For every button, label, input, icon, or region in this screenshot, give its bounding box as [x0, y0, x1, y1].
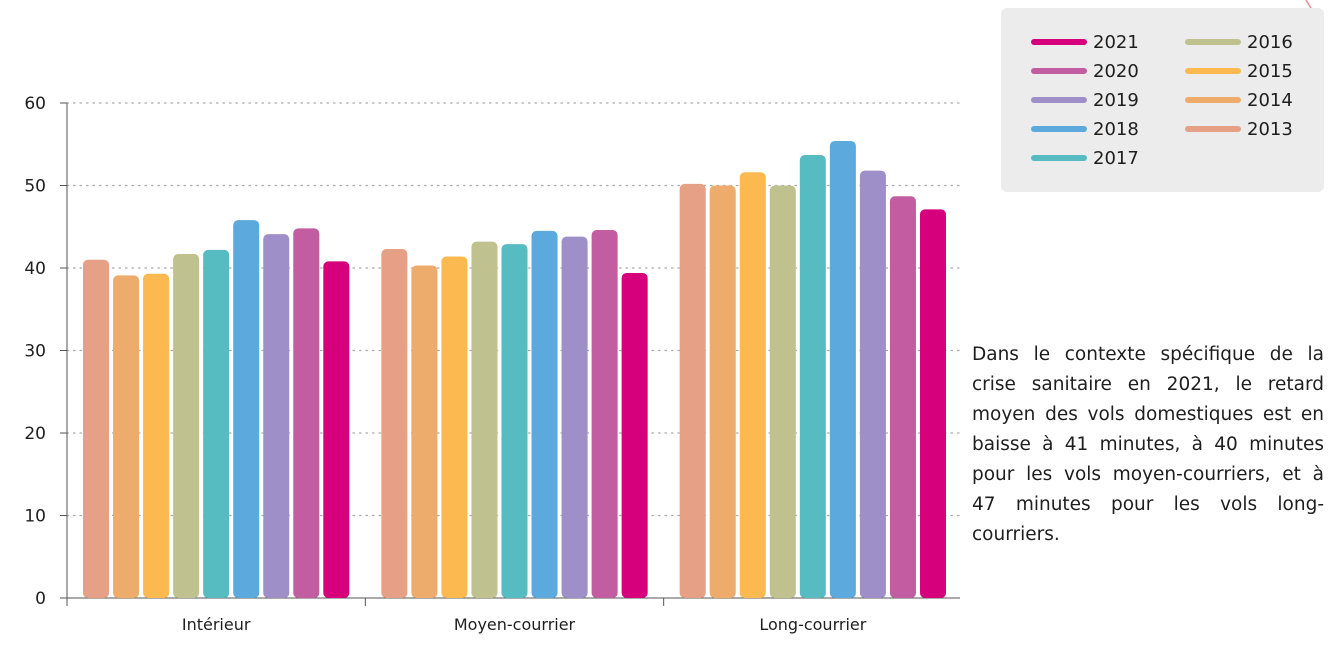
bar-2016-long-courrier [769, 185, 796, 598]
bar-2020-long-courrier [889, 196, 916, 598]
bar-2019-long-courrier [859, 170, 886, 598]
bar-2015-moyen-courrier [441, 256, 468, 598]
bar-2018-moyen-courrier [531, 230, 558, 598]
legend-swatch [1185, 126, 1241, 132]
bar-2020-moyen-courrier [591, 230, 618, 599]
legend-item-2019: 2019 [1031, 86, 1139, 114]
legend-label: 2020 [1093, 60, 1139, 82]
y-tick-label: 0 [35, 589, 46, 609]
bar-2017-long-courrier [799, 154, 826, 598]
bar-2018-intérieur [233, 220, 260, 598]
bar-chart: 0 10 20 30 40 50 60 Intérieur Moyen-courrier Long… [24, 94, 960, 634]
bar-2020-intérieur [293, 228, 320, 598]
bar-2013-moyen-courrier [381, 249, 408, 598]
legend-item-2021: 2021 [1031, 28, 1139, 56]
legend-item-2020: 2020 [1031, 57, 1139, 85]
y-tick-label: 50 [24, 177, 46, 197]
bar-2014-long-courrier [709, 185, 736, 598]
x-category-label: Moyen-courrier [454, 615, 576, 634]
legend-label: 2021 [1093, 31, 1139, 53]
bar-2017-moyen-courrier [501, 244, 528, 598]
legend-item-2018: 2018 [1031, 115, 1139, 143]
bar-2016-intérieur [173, 253, 200, 598]
legend-swatch [1185, 39, 1241, 45]
bar-2017-intérieur [203, 249, 230, 598]
legend-item-2017: 2017 [1031, 144, 1139, 172]
legend-swatch [1031, 155, 1087, 161]
legend-item-2016: 2016 [1185, 28, 1293, 56]
legend-label: 2019 [1093, 89, 1139, 111]
legend-label: 2014 [1247, 89, 1293, 111]
x-category-label: Intérieur [182, 615, 251, 634]
legend-swatch [1031, 39, 1087, 45]
legend-swatch [1031, 68, 1087, 74]
y-tick-label: 40 [24, 259, 46, 279]
bar-2015-intérieur [143, 273, 170, 598]
y-tick-label: 20 [24, 424, 46, 444]
legend-item-2013: 2013 [1185, 115, 1293, 143]
legend-swatch [1031, 126, 1087, 132]
legend-label: 2013 [1247, 118, 1293, 140]
legend: 2021 2020 2019 2018 2017 2016 2015 2014 2013 [1001, 8, 1324, 192]
bar-2015-long-courrier [739, 172, 766, 599]
bar-2019-moyen-courrier [561, 236, 588, 598]
bar-2014-moyen-courrier [411, 265, 438, 598]
bar-2021-intérieur [323, 261, 350, 598]
legend-item-2014: 2014 [1185, 86, 1293, 114]
x-category-label: Long-courrier [759, 615, 866, 634]
bar-2018-long-courrier [829, 140, 856, 598]
bar-2021-long-courrier [919, 209, 946, 599]
legend-label: 2015 [1247, 60, 1293, 82]
bar-2013-intérieur [83, 259, 110, 598]
bar-2021-moyen-courrier [621, 272, 648, 598]
bar-2019-intérieur [263, 234, 290, 599]
legend-label: 2017 [1093, 147, 1139, 169]
legend-item-2015: 2015 [1185, 57, 1293, 85]
y-tick-label: 60 [24, 94, 46, 114]
bar-2013-long-courrier [679, 183, 706, 598]
legend-label: 2016 [1247, 31, 1293, 53]
y-tick-label: 30 [24, 342, 46, 362]
chart-note: Dans le contexte spécifique de la crise … [972, 344, 1324, 545]
legend-label: 2018 [1093, 118, 1139, 140]
legend-swatch [1031, 97, 1087, 103]
legend-swatch [1185, 68, 1241, 74]
y-tick-label: 10 [24, 507, 46, 527]
legend-swatch [1185, 97, 1241, 103]
bar-2014-intérieur [113, 275, 140, 598]
bar-2016-moyen-courrier [471, 241, 498, 598]
